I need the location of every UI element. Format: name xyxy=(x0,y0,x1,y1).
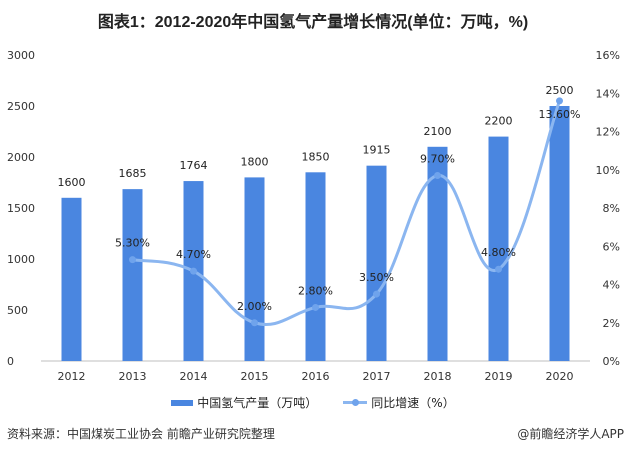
x-tick: 2019 xyxy=(485,370,513,383)
bar xyxy=(549,106,570,361)
growth-point xyxy=(190,267,197,275)
legend-swatch-line xyxy=(343,399,368,406)
legend-label-production: 中国氢气产量（万吨） xyxy=(197,396,318,410)
bar-label: 2200 xyxy=(485,115,513,128)
bar-label: 2500 xyxy=(546,84,574,97)
growth-label: 13.60% xyxy=(539,108,581,121)
x-tick: 2017 xyxy=(363,370,391,383)
x-tick: 2012 xyxy=(58,370,86,383)
legend-label-growth: 同比增速（%） xyxy=(371,396,455,410)
x-tick: 2013 xyxy=(119,370,147,383)
y-left-tick: 1500 xyxy=(7,202,35,215)
bar-label: 2100 xyxy=(424,125,452,138)
bar-label: 1800 xyxy=(241,155,269,168)
growth-point xyxy=(434,171,441,179)
legend-item-growth[interactable]: 同比增速（%） xyxy=(343,394,455,411)
growth-point xyxy=(312,303,319,311)
y-right-tick: 10% xyxy=(596,164,620,177)
bar xyxy=(122,189,143,361)
y-left-tick: 2000 xyxy=(7,151,35,164)
growth-label: 4.80% xyxy=(481,246,516,259)
legend: 中国氢气产量（万吨） 同比增速（%） xyxy=(0,394,626,411)
y-left-tick: 3000 xyxy=(7,49,35,62)
y-right-tick: 16% xyxy=(596,49,620,62)
x-tick: 2015 xyxy=(241,370,269,383)
bar xyxy=(305,172,326,361)
bar xyxy=(488,136,509,361)
y-right-tick: 8% xyxy=(603,202,620,215)
growth-label: 9.70% xyxy=(420,152,455,165)
y-right-tick: 12% xyxy=(596,126,620,139)
source-note: 资料来源：中国煤炭工业协会 前瞻产业研究院整理 xyxy=(7,427,275,441)
bar-label: 1685 xyxy=(119,167,147,180)
x-tick: 2018 xyxy=(424,370,452,383)
growth-label: 5.30% xyxy=(115,237,150,250)
y-left-tick: 2500 xyxy=(7,100,35,113)
bar xyxy=(366,165,387,361)
y-left-tick: 1000 xyxy=(7,253,35,266)
y-left-tick: 0 xyxy=(7,355,14,368)
y-right-tick: 14% xyxy=(596,87,620,100)
y-right-tick: 4% xyxy=(603,279,620,292)
growth-label: 3.50% xyxy=(359,271,394,284)
y-right-tick: 0% xyxy=(603,355,620,368)
bar xyxy=(244,177,265,361)
growth-point xyxy=(251,319,258,327)
y-right-tick: 2% xyxy=(603,317,620,330)
bar xyxy=(61,197,82,361)
x-tick: 2014 xyxy=(180,370,208,383)
x-tick: 2020 xyxy=(546,370,574,383)
growth-label: 2.00% xyxy=(237,300,272,313)
x-tick: 2016 xyxy=(302,370,330,383)
growth-label: 2.80% xyxy=(298,284,333,297)
bar xyxy=(427,146,448,361)
legend-item-production[interactable]: 中国氢气产量（万吨） xyxy=(171,394,317,411)
bar-label: 1850 xyxy=(302,150,330,163)
chart-title: 图表1：2012-2020年中国氢气产量增长情况(单位：万吨，%) xyxy=(97,14,529,31)
brand-watermark: @前瞻经济学人APP xyxy=(517,427,624,441)
growth-point xyxy=(129,256,136,264)
bar-label: 1915 xyxy=(363,144,391,157)
legend-swatch-bar xyxy=(171,399,194,406)
bar-label: 1764 xyxy=(180,159,208,172)
growth-label: 4.70% xyxy=(176,248,211,261)
growth-point xyxy=(556,97,563,105)
growth-point xyxy=(373,290,380,298)
growth-point xyxy=(495,265,502,273)
y-left-tick: 500 xyxy=(7,304,28,317)
bar-label: 1600 xyxy=(58,176,86,189)
y-right-tick: 6% xyxy=(603,240,620,253)
